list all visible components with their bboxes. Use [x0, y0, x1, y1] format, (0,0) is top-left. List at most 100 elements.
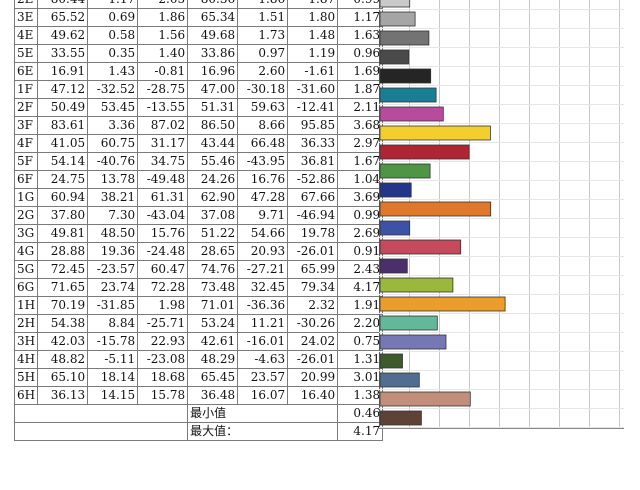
cell-de[interactable]: 0.91 [337, 242, 384, 261]
cell-id[interactable]: 6F [13, 170, 39, 189]
cell-l1[interactable]: 54.38 [37, 314, 89, 333]
cell-b2[interactable]: -46.94 [287, 206, 339, 225]
cell-a2[interactable]: 32.45 [237, 278, 289, 297]
cell-b1[interactable]: -28.75 [137, 80, 189, 99]
cell-l1[interactable]: 24.75 [37, 170, 89, 189]
cell-l2[interactable]: 37.08 [187, 206, 239, 225]
cell-b2[interactable]: 67.66 [287, 188, 339, 207]
cell-a1[interactable]: -32.52 [87, 80, 139, 99]
cell-a2[interactable]: 16.07 [237, 386, 289, 405]
cell-id[interactable]: 3H [13, 332, 39, 351]
cell-b2[interactable]: 79.34 [287, 278, 339, 297]
cell-b1[interactable]: -23.08 [137, 350, 189, 369]
cell-de[interactable]: 1.63 [337, 26, 384, 45]
cell-b2[interactable]: -30.26 [287, 314, 339, 333]
cell-a1[interactable]: 14.15 [87, 386, 139, 405]
cell-de[interactable]: 3.01 [337, 368, 384, 387]
cell-l1[interactable]: 33.55 [37, 44, 89, 63]
cell-b2[interactable]: -12.41 [287, 98, 339, 117]
cell-b1[interactable]: 22.93 [137, 332, 189, 351]
cell-l2[interactable]: 74.76 [187, 260, 239, 279]
cell-a2[interactable]: -27.21 [237, 260, 289, 279]
cell-id[interactable]: 5E [13, 44, 39, 63]
cell-a1[interactable]: 60.75 [87, 134, 139, 153]
cell-l1[interactable]: 65.52 [37, 8, 89, 27]
cell-a1[interactable]: 18.14 [87, 368, 139, 387]
cell-l2[interactable]: 49.68 [187, 26, 239, 45]
cell-id[interactable]: 5H [13, 368, 39, 387]
cell-b2[interactable]: 65.99 [287, 260, 339, 279]
cell-a1[interactable]: 8.84 [87, 314, 139, 333]
cell-l1[interactable]: 16.91 [37, 62, 89, 81]
cell-a1[interactable]: -31.85 [87, 296, 139, 315]
cell-b1[interactable]: 1.86 [137, 8, 189, 27]
cell-id[interactable]: 1F [13, 80, 39, 99]
cell-b2[interactable]: -52.86 [287, 170, 339, 189]
cell-a1[interactable]: 48.50 [87, 224, 139, 243]
cell-l2[interactable]: 24.26 [187, 170, 239, 189]
cell-a2[interactable]: 59.63 [237, 98, 289, 117]
cell-b1[interactable]: -43.04 [137, 206, 189, 225]
blank-cell[interactable] [13, 404, 189, 423]
cell-b1[interactable]: -13.55 [137, 98, 189, 117]
cell-a1[interactable]: 53.45 [87, 98, 139, 117]
cell-de[interactable]: 3.69 [337, 188, 384, 207]
cell-b1[interactable]: 15.76 [137, 224, 189, 243]
cell-a1[interactable]: 1.43 [87, 62, 139, 81]
cell-b2[interactable]: 95.85 [287, 116, 339, 135]
cell-l2[interactable]: 65.34 [187, 8, 239, 27]
cell-b1[interactable]: 61.31 [137, 188, 189, 207]
cell-l1[interactable]: 47.12 [37, 80, 89, 99]
cell-l2[interactable]: 53.24 [187, 314, 239, 333]
cell-de[interactable]: 2.69 [337, 224, 384, 243]
cell-id[interactable]: 2G [13, 206, 39, 225]
cell-l2[interactable]: 42.61 [187, 332, 239, 351]
cell-b2[interactable]: 16.40 [287, 386, 339, 405]
cell-l2[interactable]: 86.50 [187, 116, 239, 135]
cell-b1[interactable]: 18.68 [137, 368, 189, 387]
cell-de[interactable]: 4.17 [337, 278, 384, 297]
cell-b1[interactable]: -25.71 [137, 314, 189, 333]
cell-b1[interactable]: 34.75 [137, 152, 189, 171]
cell-a1[interactable]: -5.11 [87, 350, 139, 369]
cell-de[interactable]: 1.04 [337, 170, 384, 189]
cell-de[interactable]: 1.91 [337, 296, 384, 315]
cell-b2[interactable]: 36.33 [287, 134, 339, 153]
cell-b2[interactable]: 1.87 [287, 0, 339, 9]
cell-de[interactable]: 1.38 [337, 386, 384, 405]
cell-a2[interactable]: -43.95 [237, 152, 289, 171]
cell-b2[interactable]: 1.19 [287, 44, 339, 63]
cell-b2[interactable]: 36.81 [287, 152, 339, 171]
cell-de[interactable]: 1.87 [337, 80, 384, 99]
cell-b2[interactable]: 20.99 [287, 368, 339, 387]
cell-l1[interactable]: 49.62 [37, 26, 89, 45]
cell-de[interactable]: 3.68 [337, 116, 384, 135]
cell-l1[interactable]: 60.94 [37, 188, 89, 207]
cell-b2[interactable]: -31.60 [287, 80, 339, 99]
cell-a1[interactable]: -15.78 [87, 332, 139, 351]
cell-id[interactable]: 5F [13, 152, 39, 171]
summary-label[interactable]: 最大值： [187, 422, 339, 441]
cell-l1[interactable]: 70.19 [37, 296, 89, 315]
cell-l1[interactable]: 37.80 [37, 206, 89, 225]
cell-a2[interactable]: 0.97 [237, 44, 289, 63]
cell-a1[interactable]: 3.36 [87, 116, 139, 135]
cell-l2[interactable]: 80.36 [187, 0, 239, 9]
cell-id[interactable]: 1H [13, 296, 39, 315]
cell-a1[interactable]: -40.76 [87, 152, 139, 171]
cell-b1[interactable]: -0.81 [137, 62, 189, 81]
cell-a2[interactable]: -4.63 [237, 350, 289, 369]
cell-id[interactable]: 2E [13, 0, 39, 9]
cell-l2[interactable]: 36.48 [187, 386, 239, 405]
cell-a1[interactable]: 0.35 [87, 44, 139, 63]
cell-id[interactable]: 6H [13, 386, 39, 405]
cell-b1[interactable]: 1.98 [137, 296, 189, 315]
cell-l1[interactable]: 71.65 [37, 278, 89, 297]
cell-a2[interactable]: 47.28 [237, 188, 289, 207]
cell-de[interactable]: 0.75 [337, 332, 384, 351]
cell-l2[interactable]: 48.29 [187, 350, 239, 369]
cell-l2[interactable]: 28.65 [187, 242, 239, 261]
cell-b2[interactable]: -26.01 [287, 242, 339, 261]
cell-a2[interactable]: 66.48 [237, 134, 289, 153]
cell-id[interactable]: 4E [13, 26, 39, 45]
